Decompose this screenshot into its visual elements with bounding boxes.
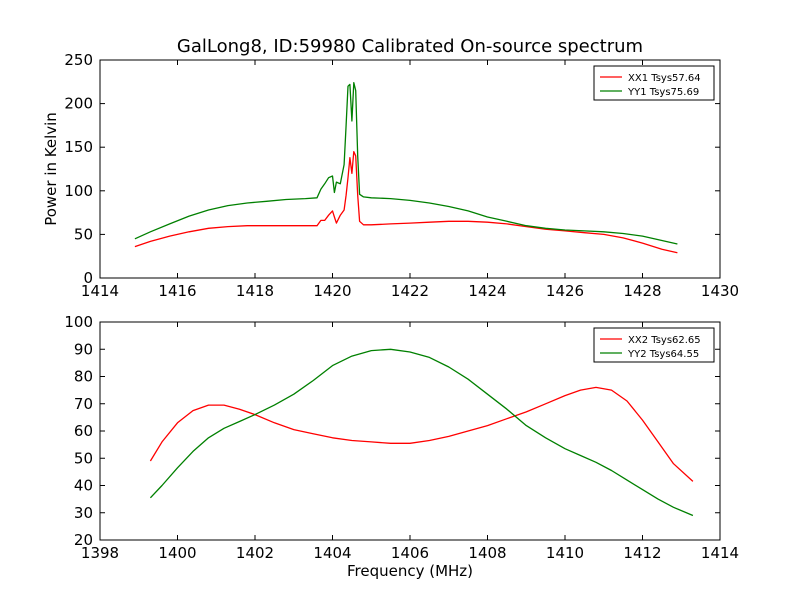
y-tick-label: 100 xyxy=(64,313,93,331)
x-tick-label: 1412 xyxy=(623,544,661,562)
x-tick-label: 1430 xyxy=(701,282,739,300)
y-tick-label: 250 xyxy=(64,51,93,69)
series-line-xx1 xyxy=(134,150,678,254)
y-tick-label: 70 xyxy=(74,395,93,413)
x-tick-label: 1408 xyxy=(468,544,506,562)
y-axis-label: Power in Kelvin xyxy=(42,112,60,226)
legend-label: YY1 Tsys75.69 xyxy=(627,87,699,98)
legend: XX1 Tsys57.64 YY1 Tsys75.69 xyxy=(593,65,715,101)
legend: XX2 Tsys62.65 YY2 Tsys64.55 xyxy=(593,327,715,363)
x-tick-label: 1420 xyxy=(313,282,351,300)
x-tick-label: 1404 xyxy=(313,544,351,562)
x-tick-label: 1424 xyxy=(468,282,506,300)
x-tick-label: 1426 xyxy=(546,282,584,300)
x-tick-label: 1416 xyxy=(158,282,196,300)
x-tick-label: 1398 xyxy=(81,544,119,562)
legend-box xyxy=(593,327,715,363)
y-tick-label: 0 xyxy=(83,269,93,287)
y-tick-label: 50 xyxy=(74,449,93,467)
x-tick-label: 1428 xyxy=(623,282,661,300)
y-tick-label: 80 xyxy=(74,368,93,386)
y-tick-label: 150 xyxy=(64,138,93,156)
x-tick-label: 1414 xyxy=(701,544,739,562)
x-tick-label: 1418 xyxy=(236,282,274,300)
series-line-yy2 xyxy=(149,348,694,517)
legend-label: XX2 Tsys62.65 xyxy=(628,335,701,346)
subplot-1: 1414 1416 1418 1420 1422 1424 1426 1428 1430 0 50 1… xyxy=(42,51,739,300)
y-tick-label: 20 xyxy=(74,531,93,549)
y-tick-label: 30 xyxy=(74,504,93,522)
x-axis-label: Frequency (MHz) xyxy=(347,562,473,580)
series-line-xx2 xyxy=(149,386,694,482)
x-tick-label: 1406 xyxy=(391,544,429,562)
x-tick-label: 1400 xyxy=(158,544,196,562)
legend-label: XX1 Tsys57.64 xyxy=(628,73,701,84)
x-tick-label: 1422 xyxy=(391,282,429,300)
x-tick-label: 1410 xyxy=(546,544,584,562)
figure-title: GalLong8, ID:59980 Calibrated On-source … xyxy=(177,36,643,57)
y-tick-label: 100 xyxy=(64,182,93,200)
y-tick-label: 60 xyxy=(74,422,93,440)
y-tick-label: 200 xyxy=(64,95,93,113)
subplot-2: 1398 1400 1402 1404 1406 1408 1410 1412 1414 20 30… xyxy=(64,313,739,580)
x-tick-label: 1402 xyxy=(236,544,274,562)
y-tick-label: 90 xyxy=(74,340,93,358)
x-tick-label: 1414 xyxy=(81,282,119,300)
legend-label: YY2 Tsys64.55 xyxy=(627,349,699,360)
y-tick-label: 40 xyxy=(74,477,93,495)
y-tick-label: 50 xyxy=(74,225,93,243)
series-line-yy1 xyxy=(134,82,678,245)
legend-box xyxy=(593,65,715,101)
